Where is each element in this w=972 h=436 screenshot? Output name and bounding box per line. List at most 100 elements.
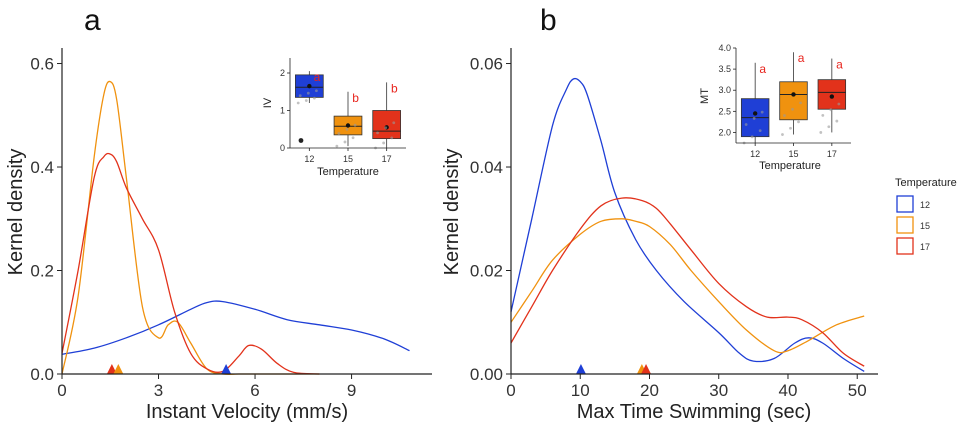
- box-jitter-point: [819, 131, 823, 134]
- panel-b-x-tick-label: 20: [640, 381, 659, 400]
- box-jitter-point: [353, 123, 357, 127]
- panel-b-letter: b: [540, 4, 557, 37]
- panel-b-x-tick-label: 0: [506, 381, 515, 400]
- box-significance-17: b: [391, 81, 398, 95]
- panel-a-letter: a: [84, 4, 101, 37]
- box-mean-15: [345, 123, 351, 128]
- panel-a-x-tick-label: 6: [250, 381, 259, 400]
- panel-a-x-tick-label: 0: [57, 381, 66, 400]
- box-jitter-point: [337, 132, 341, 135]
- inset-a-x-title: Temperature: [317, 166, 379, 178]
- box-jitter-point: [384, 126, 388, 130]
- box-jitter-point: [750, 135, 754, 139]
- box-jitter-point: [392, 121, 396, 125]
- box-jitter-point: [758, 129, 762, 133]
- panel-b-x-tick-label: 50: [848, 381, 867, 400]
- box-jitter-point: [304, 99, 308, 102]
- legend-key-15: [896, 216, 914, 234]
- box-mean-12: [307, 83, 312, 89]
- density-curve-17: [61, 152, 320, 375]
- box-significance-12: a: [314, 70, 321, 84]
- panel-a-x-tick-label: 3: [154, 381, 163, 400]
- box-jitter-point: [744, 123, 748, 126]
- box-significance-15: a: [798, 51, 805, 65]
- box-jitter-point: [797, 120, 800, 124]
- panel-a-y-tick-label: 0.0: [30, 365, 54, 384]
- box-jitter-point: [343, 140, 347, 144]
- panel-a-y-title: Kernel density: [5, 149, 27, 276]
- box-17: [372, 110, 401, 140]
- box-mean-17: [829, 94, 835, 99]
- inset-b-x-tick-label: 15: [788, 149, 798, 159]
- panel-b-x-tick-label: 10: [571, 381, 590, 400]
- box-jitter-point: [837, 102, 841, 106]
- box-jitter-point: [799, 101, 802, 105]
- mean-marker-12: [221, 364, 232, 374]
- box-significance-12: a: [759, 62, 766, 76]
- inset-a-y-tick-label: 0: [280, 143, 285, 153]
- panel-b-y-title: Kernel density: [441, 149, 463, 276]
- panel-a-x-tick-label: 9: [347, 381, 356, 400]
- box-jitter-point: [315, 89, 318, 93]
- inset-b-y-tick-label: 3.5: [718, 64, 731, 74]
- inset-b-x-tick-label: 17: [827, 149, 837, 159]
- inset-a-y-title: IV: [262, 97, 274, 108]
- box-jitter-point: [791, 107, 794, 111]
- box-jitter-point: [335, 144, 339, 148]
- inset-a-y-tick-label: 2: [280, 68, 285, 78]
- box-jitter-point: [781, 133, 784, 136]
- density-curve-15: [510, 218, 865, 354]
- box-jitter-point: [296, 101, 300, 105]
- panel-a-y-tick-label: 0.2: [30, 262, 54, 281]
- panel-b-y-tick-label: 0.00: [470, 365, 503, 384]
- panel-b-y-tick-label: 0.02: [470, 262, 503, 281]
- inset-a-x-tick-label: 15: [343, 154, 353, 164]
- box-jitter-point: [827, 125, 831, 129]
- density-curve-17: [510, 197, 865, 367]
- panel-b-x-tick-label: 30: [709, 381, 728, 400]
- box-jitter-point: [298, 94, 302, 98]
- mean-marker-17: [641, 364, 652, 374]
- box-significance-17: a: [836, 58, 843, 72]
- inset-b-y-tick-label: 2.5: [718, 106, 731, 116]
- panel-a-y-tick-label: 0.6: [30, 55, 54, 74]
- box-jitter-point: [312, 96, 316, 100]
- box-jitter-point: [789, 126, 792, 130]
- box-jitter-point: [783, 114, 786, 117]
- box-jitter-point: [835, 119, 839, 123]
- density-curve-12: [510, 77, 865, 372]
- box-jitter-point: [760, 110, 764, 114]
- panel-b-x-title: Max Time Swimming (sec): [577, 401, 811, 423]
- mean-marker-12: [575, 364, 586, 374]
- panel-b-y-tick-label: 0.06: [470, 55, 503, 74]
- box-15: [779, 81, 808, 121]
- legend-label-12: 12: [920, 200, 930, 210]
- panel-b-x-tick-label: 40: [779, 381, 798, 400]
- box-jitter-point: [821, 113, 825, 117]
- box-jitter-point: [306, 91, 310, 95]
- panel-b-inset: 2.0 2.5 3.0 3.5 4.0 a 12 a 15 a 17 Temperature MT: [699, 43, 851, 172]
- inset-a-x-tick-label: 12: [304, 154, 314, 164]
- box-jitter-point: [390, 136, 394, 140]
- box-mean-12: [752, 111, 758, 116]
- inset-b-x-tick-label: 12: [750, 149, 760, 159]
- panel-b-plot: 0 10 20 30 40 50 0.00 0.02 0.04 0.06 Max Time Swi…: [441, 48, 878, 423]
- legend: Temperature 12 15 17: [895, 177, 957, 255]
- inset-b-y-title: MT: [699, 88, 711, 104]
- panel-a-y-tick-label: 0.4: [30, 158, 54, 177]
- legend-label-15: 15: [920, 221, 930, 231]
- density-curve-15: [61, 80, 320, 376]
- legend-title: Temperature: [895, 177, 957, 189]
- box-jitter-point: [382, 141, 386, 145]
- density-curve-12: [61, 300, 410, 355]
- panel-a-x-title: Instant Velocity (mm/s): [146, 401, 348, 423]
- box-outlier-12: [298, 138, 304, 143]
- inset-b-x-title: Temperature: [759, 160, 821, 172]
- legend-label-17: 17: [920, 242, 930, 252]
- inset-b-y-tick-label: 3.0: [718, 85, 731, 95]
- panel-a-plot: 0 3 6 9 0.0 0.2 0.4 0.6 Instant Velocity (mm/s)…: [5, 48, 432, 423]
- inset-b-y-tick-label: 4.0: [718, 43, 731, 53]
- legend-key-17: [896, 237, 914, 255]
